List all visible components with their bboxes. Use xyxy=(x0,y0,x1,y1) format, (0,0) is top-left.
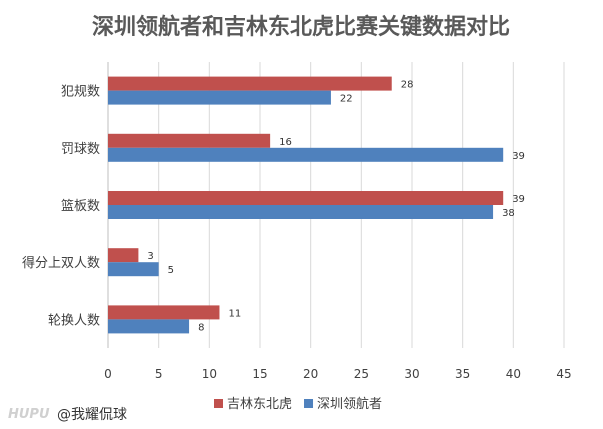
category-label: 轮换人数 xyxy=(48,313,100,328)
data-label: 16 xyxy=(279,137,292,148)
legend-label: 吉林东北虎 xyxy=(227,397,292,412)
bar xyxy=(108,191,504,205)
watermark: HUPU @我耀侃球 xyxy=(8,407,127,423)
bar xyxy=(108,76,392,91)
data-label: 8 xyxy=(198,322,204,333)
bar xyxy=(108,262,159,277)
x-tick-label: 0 xyxy=(104,367,112,381)
data-label: 38 xyxy=(502,208,515,219)
x-tick-label: 10 xyxy=(202,367,217,381)
x-tick-label: 25 xyxy=(354,367,369,381)
data-label: 11 xyxy=(228,308,241,319)
bar xyxy=(108,205,494,219)
data-label: 3 xyxy=(147,251,153,262)
x-tick-label: 35 xyxy=(455,367,470,381)
data-label: 39 xyxy=(512,151,525,162)
bar xyxy=(108,133,271,148)
data-label: 22 xyxy=(340,94,353,105)
category-label: 篮板数 xyxy=(61,199,100,214)
x-tick-label: 5 xyxy=(155,367,163,381)
bar xyxy=(108,319,190,334)
data-label: 39 xyxy=(512,194,525,205)
x-tick-label: 40 xyxy=(506,367,521,381)
legend: 吉林东北虎 深圳领航者 xyxy=(214,396,382,412)
x-tick-label: 20 xyxy=(303,367,318,381)
watermark-text: @我耀侃球 xyxy=(57,407,127,423)
x-tick-label: 30 xyxy=(404,367,419,381)
x-tick-label: 45 xyxy=(556,367,571,381)
category-label: 得分上双人数 xyxy=(22,255,100,271)
x-tick-label: 15 xyxy=(252,367,267,381)
bar xyxy=(108,305,220,320)
data-label: 5 xyxy=(168,265,174,276)
x-tick-labels: 0 5 10 15 20 25 30 35 40 45 xyxy=(104,367,571,381)
chart-title: 深圳领航者和吉林东北虎比赛关键数据对比 xyxy=(92,14,510,40)
legend-swatch xyxy=(304,399,314,408)
category-label: 犯规数 xyxy=(61,85,100,100)
bar xyxy=(108,90,331,105)
bar xyxy=(108,147,504,162)
bar xyxy=(108,248,139,263)
watermark-logo: HUPU xyxy=(8,407,50,422)
bars: 28 22 16 39 39 38 3 5 11 8 xyxy=(108,76,525,334)
data-label: 28 xyxy=(401,80,414,91)
legend-swatch xyxy=(214,399,223,408)
legend-label: 深圳领航者 xyxy=(317,396,382,412)
category-label: 罚球数 xyxy=(61,142,100,157)
